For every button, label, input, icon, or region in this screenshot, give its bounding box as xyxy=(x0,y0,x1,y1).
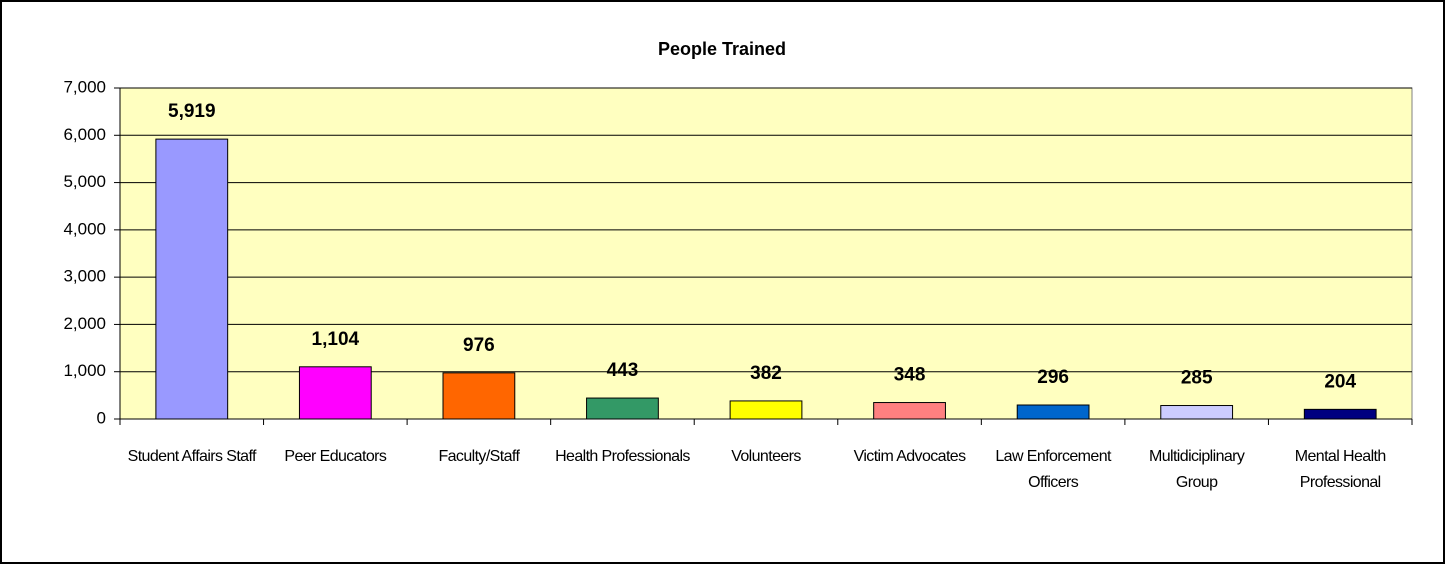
x-tick-label: Victim Advocates xyxy=(853,448,967,465)
value-label: 204 xyxy=(1324,371,1356,392)
value-label: 285 xyxy=(1181,368,1213,389)
x-tick-label: Peer Educators xyxy=(284,448,387,465)
y-tick-label: 5,000 xyxy=(63,172,106,191)
value-label: 1,104 xyxy=(312,329,360,350)
x-tick-label: Volunteers xyxy=(731,448,801,465)
bar xyxy=(873,402,946,420)
bar xyxy=(586,397,659,420)
x-tick-label: Faculty/Staff xyxy=(438,448,520,465)
plot-area xyxy=(119,87,1413,420)
y-tick-label: 1,000 xyxy=(63,361,106,380)
x-tick-label: Mental Health Professional xyxy=(1294,448,1387,491)
bar xyxy=(729,400,803,420)
value-label: 382 xyxy=(750,363,782,384)
bar xyxy=(1160,405,1234,420)
value-label: 443 xyxy=(607,360,639,381)
bar xyxy=(298,366,372,420)
y-tick-label: 6,000 xyxy=(63,125,106,144)
value-label: 5,919 xyxy=(168,101,216,122)
y-tick-label: 4,000 xyxy=(63,219,106,238)
x-tick-label: Health Professionals xyxy=(555,448,690,465)
y-tick-label: 7,000 xyxy=(63,77,106,96)
y-tick-label: 0 xyxy=(97,408,106,427)
x-tick-label: Student Affairs Staff xyxy=(127,448,257,465)
y-tick-label: 2,000 xyxy=(63,314,106,333)
x-tick-label: Law Enforcement Officers xyxy=(995,448,1111,491)
bar xyxy=(1303,408,1377,420)
x-tick-label: Multidiciplinary Group xyxy=(1148,448,1245,491)
bar xyxy=(442,372,516,420)
chart-title: People Trained xyxy=(658,39,786,59)
value-label: 296 xyxy=(1037,367,1069,388)
value-label: 348 xyxy=(894,365,926,386)
y-tick-label: 3,000 xyxy=(63,267,106,286)
bar xyxy=(1016,404,1090,420)
value-label: 976 xyxy=(463,335,495,356)
bar xyxy=(155,138,229,420)
